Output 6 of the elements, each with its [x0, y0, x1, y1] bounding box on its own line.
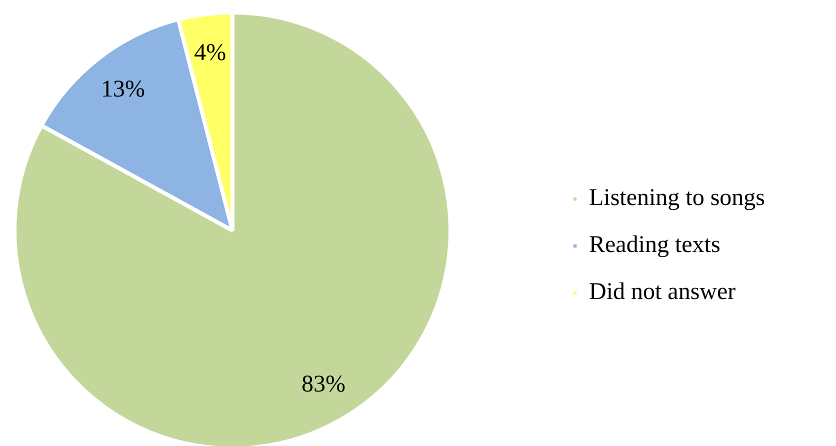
data-label: 4% — [194, 40, 226, 66]
data-label: 83% — [302, 371, 346, 398]
data-label: 13% — [100, 76, 145, 102]
legend-label: Listening to songs — [589, 185, 766, 212]
legend-label: Did not answer — [589, 279, 736, 306]
legend-label: Reading texts — [589, 232, 720, 259]
